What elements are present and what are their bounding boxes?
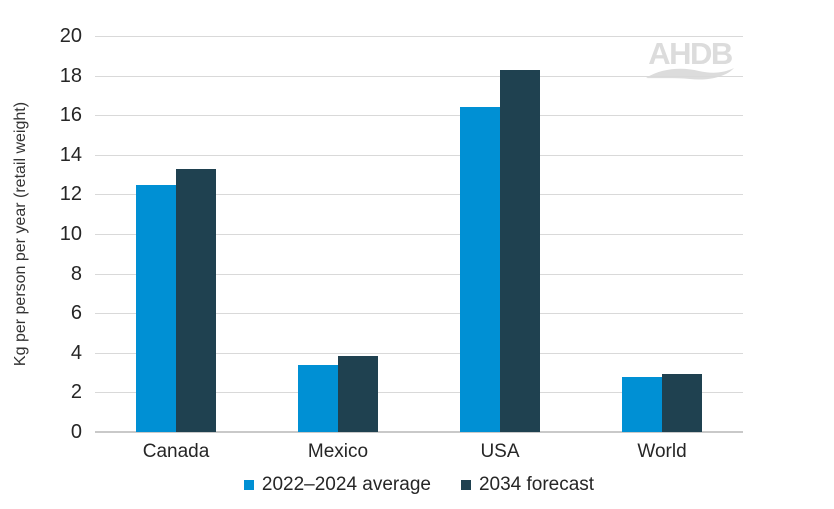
bar-world-series-1 <box>662 373 702 432</box>
y-tick-label-20: 20 <box>59 25 82 47</box>
gridline-y-18 <box>95 75 743 77</box>
gridline-y-2 <box>95 392 743 394</box>
gridline-y-14 <box>95 154 743 156</box>
y-tick-label-18: 18 <box>59 64 82 87</box>
x-category-label-usa: USA <box>480 441 520 462</box>
y-axis-title: Kg per person per year (retail weight) <box>12 101 29 367</box>
gridline-y-6 <box>95 313 743 315</box>
bar-world-series-0 <box>622 376 662 432</box>
legend-label: 2034 forecast <box>478 474 595 495</box>
y-tick-label-14: 14 <box>59 143 82 166</box>
legend-label: 2022–2024 average <box>261 474 431 495</box>
gridline-y-20 <box>95 36 743 37</box>
bar-usa-series-0 <box>460 107 500 432</box>
ahdb-logo: AHDB <box>642 38 738 82</box>
y-tick-label-10: 10 <box>59 223 82 245</box>
y-tick-label-4: 4 <box>70 341 82 364</box>
bar-mexico-series-0 <box>298 364 338 432</box>
y-tick-label-0: 0 <box>70 421 82 443</box>
gridline-y-4 <box>95 352 743 354</box>
x-category-label-canada: Canada <box>142 441 210 462</box>
y-tick-label-8: 8 <box>70 262 82 285</box>
y-tick-label-6: 6 <box>70 302 82 325</box>
gridline-y-10 <box>95 234 743 235</box>
gridline-y-12 <box>95 194 743 196</box>
x-category-label-mexico: Mexico <box>307 441 369 462</box>
ahdb-logo-swoosh-icon <box>646 68 734 80</box>
legend-swatch-icon <box>460 480 471 490</box>
legend: 2022–2024 average 2034 forecast <box>95 474 743 496</box>
y-tick-label-16: 16 <box>59 104 82 127</box>
x-axis-line <box>95 431 743 433</box>
bar-mexico-series-1 <box>338 355 378 432</box>
y-tick-label-12: 12 <box>59 183 82 206</box>
x-category-label-world: World <box>637 441 687 462</box>
bar-usa-series-1 <box>500 69 540 432</box>
bar-canada-series-1 <box>176 168 216 432</box>
legend-item-1: 2034 forecast <box>460 474 595 496</box>
plot-area <box>95 36 743 433</box>
gridline-y-8 <box>95 273 743 275</box>
y-tick-label-2: 2 <box>70 381 82 404</box>
bar-canada-series-0 <box>136 184 176 432</box>
legend-item-0: 2022–2024 average <box>243 474 431 496</box>
gridline-y-16 <box>95 115 743 117</box>
legend-swatch-icon <box>243 480 254 490</box>
ahdb-logo-text: AHDB <box>648 36 733 71</box>
